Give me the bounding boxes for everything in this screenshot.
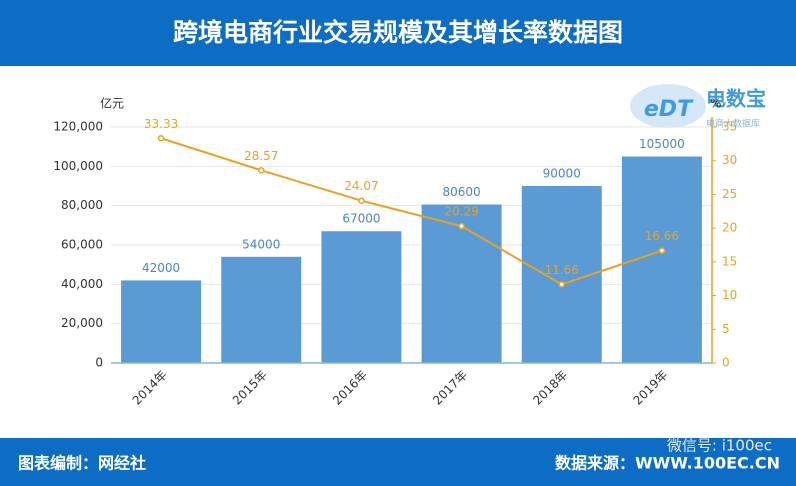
- chart-title: 跨境电商行业交易规模及其增长率数据图: [173, 18, 623, 47]
- bar-value-label: 42000: [142, 261, 180, 275]
- watermark: 微信号: i100ec: [667, 437, 772, 455]
- line-marker: [558, 281, 565, 288]
- credit: 图表编制：网经社: [18, 454, 146, 473]
- header-bar: [0, 0, 796, 66]
- line-marker: [258, 167, 265, 174]
- line: [160, 137, 663, 286]
- y-tick-label: 40,000: [61, 277, 103, 291]
- line-value-label: 11.66: [545, 263, 579, 277]
- x-tick-label: 2019年: [631, 368, 671, 408]
- bar: [421, 204, 502, 363]
- source: 数据来源：WWW.100EC.CN: [555, 454, 780, 473]
- x-tick-label: 2015年: [230, 368, 270, 408]
- bar-value-label: 67000: [342, 212, 380, 226]
- line-value-label: 16.66: [645, 229, 679, 243]
- y2-tick-label: 20: [722, 221, 737, 235]
- bar: [321, 231, 402, 363]
- line-marker: [358, 197, 365, 204]
- y2-tick-label: 25: [722, 187, 737, 201]
- y-axis-label: 亿元: [100, 96, 124, 111]
- y-tick-label: 20,000: [61, 316, 103, 330]
- y2-tick-label: 30: [722, 153, 737, 167]
- line-marker: [458, 222, 465, 230]
- y2-tick-label: 0: [722, 356, 730, 370]
- logo: 电数宝: [706, 87, 766, 111]
- y-tick-label: 100,000: [53, 159, 103, 173]
- line-value-label: 33.33: [144, 117, 178, 131]
- bar-value-label: 105000: [639, 137, 685, 151]
- footer-bar: [0, 438, 796, 486]
- x-tick-label: 2016年: [330, 368, 370, 408]
- y-tick-label: 120,000: [53, 120, 103, 134]
- line-marker: [157, 135, 165, 142]
- y2-tick-label: 5: [722, 322, 730, 336]
- y-tick-label: 60,000: [61, 238, 103, 252]
- bar-value-label: 54000: [242, 237, 280, 251]
- bar-value-label: 80600: [442, 185, 480, 199]
- line-value-label: 24.07: [344, 179, 378, 193]
- logo-mark: eDT: [644, 97, 694, 122]
- line-value-label: 28.57: [244, 149, 278, 163]
- bar: [221, 256, 302, 363]
- x-tick-label: 2017年: [430, 368, 470, 408]
- y-tick-label: 0: [95, 356, 103, 370]
- y-tick-label: 80,000: [61, 198, 103, 212]
- x-tick-label: 2018年: [530, 368, 570, 408]
- bar-value-label: 90000: [543, 167, 581, 181]
- x-tick-label: 2014年: [130, 368, 170, 408]
- y2-tick-label: 15: [722, 254, 737, 268]
- y2-axis-label: %: [710, 97, 721, 111]
- y2-tick-label: 35: [722, 120, 737, 134]
- line-value-label: 20.29: [444, 205, 478, 219]
- logo-subtitle: 电商大数据库: [706, 118, 760, 130]
- line-marker: [658, 247, 666, 254]
- logo-cloud: [630, 84, 706, 128]
- bar: [121, 280, 202, 363]
- y2-tick-label: 10: [722, 288, 737, 302]
